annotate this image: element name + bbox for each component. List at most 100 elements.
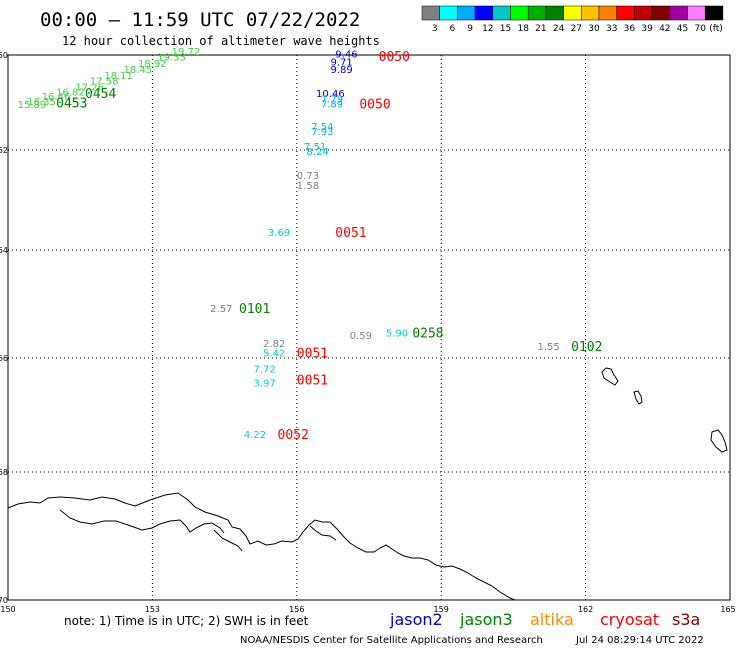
legend-label: 15: [500, 24, 511, 34]
wave-height-label: 2.57: [210, 304, 232, 315]
legend-swatch: [527, 5, 547, 21]
wave-height-label: 16.35: [27, 97, 56, 108]
island-2: [633, 390, 643, 405]
pass-time-label: 0454: [85, 87, 116, 102]
coastline: [7, 492, 516, 601]
y-tick-label: -70: [0, 596, 8, 605]
map-subtitle: 12 hour collection of altimeter wave hei…: [62, 34, 380, 48]
satellite-cryosat: cryosat: [600, 610, 659, 629]
wave-height-label: 5.90: [386, 328, 408, 339]
x-tick-label: 156: [289, 605, 304, 614]
wave-height-label: 1.58: [297, 181, 319, 192]
satellite-legend: jason2 jason3 altika cryosat s3a: [389, 610, 700, 629]
y-tick-label: -66: [0, 354, 8, 363]
island-1: [601, 367, 619, 386]
y-tick-label: -62: [0, 146, 8, 155]
x-tick-label: 153: [145, 605, 160, 614]
wave-height-label: 7.51: [304, 142, 326, 153]
satellite-s3a: s3a: [672, 610, 700, 629]
wave-height-label: 18.92: [138, 59, 167, 70]
coastline-inlet-3: [309, 525, 337, 541]
x-tick-label: 165: [720, 605, 735, 614]
legend-swatch: [687, 5, 706, 21]
wave-height-label: 8.24: [306, 147, 328, 158]
wave-height-label: 10.46: [316, 89, 345, 100]
legend-swatch: [439, 5, 458, 21]
wave-height-label: 18.45: [124, 65, 153, 76]
legend-swatch: [492, 5, 511, 21]
legend-swatch: [421, 5, 440, 21]
wave-height-label: 9.46: [335, 49, 357, 60]
wave-height-label: 0.59: [350, 331, 372, 342]
legend-swatch: [704, 5, 724, 21]
legend-label: 18: [517, 24, 529, 34]
wave-height-label: 3.69: [268, 228, 290, 239]
island-3: [710, 429, 728, 453]
wave-height-label: 4.22: [244, 430, 266, 441]
wave-height-label: 3.97: [253, 379, 275, 390]
legend-swatch: [669, 5, 688, 21]
wave-height-label: 16.46: [42, 92, 71, 103]
wave-height-label: 0.73: [297, 171, 319, 182]
coastline-inlet-2: [213, 529, 243, 552]
legend-label: 45: [677, 24, 688, 34]
legend-swatch: [457, 5, 476, 21]
wave-height-label: 19.33: [157, 53, 186, 64]
footer-note: note: 1) Time is in UTC; 2) SWH is in fe…: [64, 614, 309, 628]
pass-time-label: 0453: [56, 96, 87, 111]
wave-height-label: 2.82: [263, 339, 285, 350]
pass-time-label: 0051: [335, 226, 366, 241]
legend-label: 21: [535, 24, 546, 34]
wave-height-label: 9.89: [330, 65, 352, 76]
legend-label: 6: [450, 24, 456, 34]
wave-height-label: 9.71: [330, 57, 352, 68]
legend-label: 42: [659, 24, 670, 34]
pass-time-label: 0051: [297, 346, 328, 361]
legend-label: 33: [606, 24, 617, 34]
pass-time-label: 0050: [379, 50, 410, 65]
legend-label: 30: [588, 24, 600, 34]
x-tick-label: 162: [578, 605, 593, 614]
wave-height-label: 15.89: [18, 100, 47, 111]
x-tick-label: 150: [0, 605, 15, 614]
wave-height-label: 7.89: [321, 99, 343, 110]
color-legend: 3 6 9 12 15 18 21 24 27 30 33 36 39 42 45 70 (ft): [421, 5, 724, 34]
wave-height-label: 16.82: [56, 87, 85, 98]
satellite-jason3: jason3: [459, 610, 513, 629]
legend-swatch: [598, 5, 617, 21]
x-tick-label: 159: [434, 605, 449, 614]
pass-time-label: 0102: [571, 340, 602, 355]
grid-lines: [8, 55, 730, 600]
wave-height-label: 1.55: [537, 342, 559, 353]
legend-label: (ft): [709, 24, 723, 34]
legend-label: 36: [624, 24, 636, 34]
satellite-jason2: jason2: [389, 610, 443, 629]
legend-swatch: [634, 5, 653, 21]
map-title: 00:00 – 11:59 UTC 07/22/2022: [40, 9, 360, 31]
legend-swatch: [651, 5, 671, 21]
legend-swatch: [545, 5, 564, 21]
wave-height-label: 17.26: [75, 83, 104, 94]
legend-swatch: [581, 5, 600, 21]
legend-swatch: [510, 5, 529, 21]
y-tick-label: -68: [0, 468, 8, 477]
wave-height-label: 7.72: [253, 364, 275, 375]
legend-label: 70: [694, 24, 706, 34]
pass-time-label: 0258: [412, 326, 443, 341]
legend-label: 27: [571, 24, 582, 34]
legend-swatch: [474, 5, 494, 21]
legend-swatch: [563, 5, 582, 21]
pass-time-label: 0052: [278, 428, 309, 443]
legend-label: 3: [432, 24, 438, 34]
pass-time-labels: 0050 0050 0051 0101 0258 0051 0051 0052 0102 0454…: [56, 50, 602, 443]
wave-height-label: 7.93: [311, 127, 333, 138]
wave-height-label: 17.58: [90, 76, 119, 87]
legend-label: 9: [467, 24, 473, 34]
satellite-altika: altika: [530, 610, 574, 629]
y-tick-label: -60: [0, 51, 8, 60]
pass-time-label: 0050: [359, 97, 390, 112]
coastline-inlet: [59, 509, 225, 534]
plot-frame: [7, 54, 731, 601]
wave-height-label: 18.11: [104, 71, 133, 82]
